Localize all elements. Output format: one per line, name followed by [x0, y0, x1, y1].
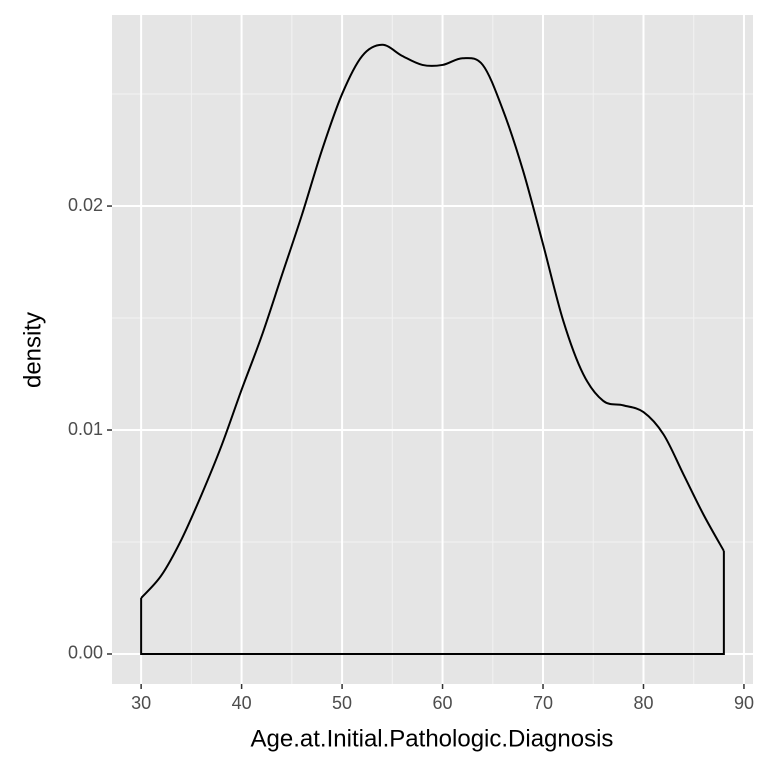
- y-tick-label: 0.02: [68, 195, 103, 215]
- x-axis-title: Age.at.Initial.Pathologic.Diagnosis: [251, 725, 614, 752]
- y-tick-label: 0.01: [68, 419, 103, 439]
- x-tick-label: 60: [433, 693, 453, 713]
- x-tick-label: 80: [633, 693, 653, 713]
- x-tick-label: 40: [232, 693, 252, 713]
- density-curve: [140, 43, 725, 599]
- density-base: [140, 550, 725, 655]
- panel: [112, 15, 753, 684]
- y-axis-title: density: [19, 312, 46, 388]
- y-tick-label: 0.00: [68, 643, 103, 663]
- x-tick-label: 90: [734, 693, 754, 713]
- x-tick-label: 70: [533, 693, 553, 713]
- x-tick-label: 50: [332, 693, 352, 713]
- x-tick-label: 30: [131, 693, 151, 713]
